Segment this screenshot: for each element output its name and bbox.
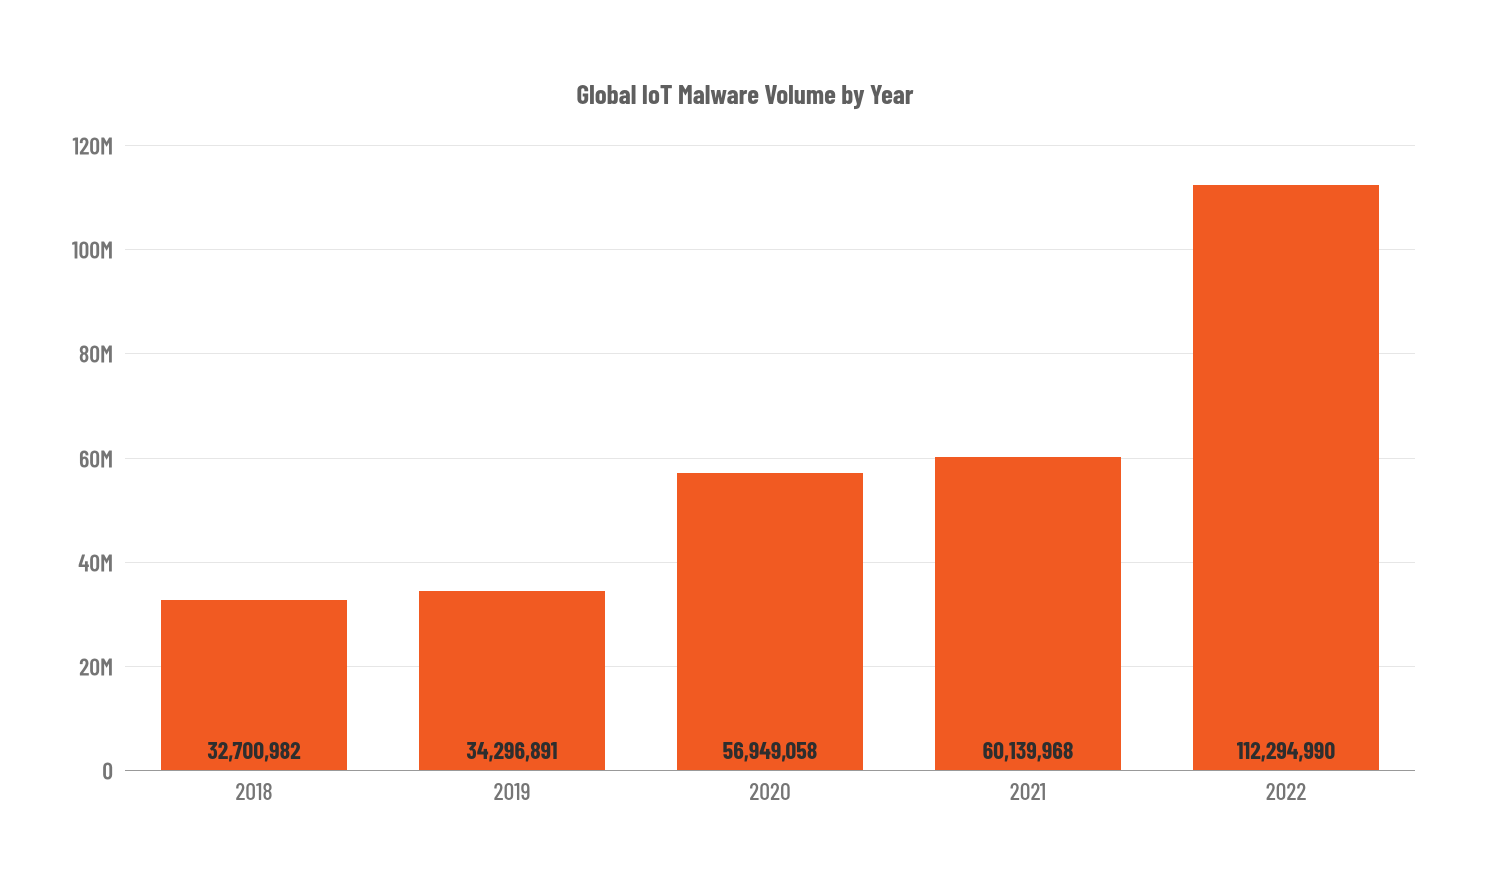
chart-title: Global IoT Malware Volume by Year [576,78,913,110]
y-tick-label: 80M [79,339,113,368]
x-tick-label: 2019 [493,776,530,805]
bar: 112,294,990 [1193,185,1379,770]
y-tick-label: 40M [78,547,113,576]
bar: 34,296,891 [419,591,605,770]
bar-value-label: 112,294,990 [1237,735,1336,764]
x-tick-label: 2022 [1266,776,1307,805]
bar: 56,949,058 [677,473,863,770]
x-tick-label: 2018 [235,776,272,805]
y-tick-label: 20M [79,651,113,680]
bar: 32,700,982 [161,600,347,770]
bar-value-label: 32,700,982 [207,735,300,764]
y-tick-label: 120M [72,131,113,160]
y-tick-label: 0 [102,756,113,785]
bar-value-label: 34,296,891 [466,735,557,764]
y-tick-label: 60M [79,443,113,472]
x-axis-line [125,770,1415,771]
bar-value-label: 60,139,968 [983,735,1074,764]
plot-area: 020M40M60M80M100M120M 32,700,98234,296,8… [125,145,1415,770]
x-tick-label: 2021 [1010,776,1046,805]
bar: 60,139,968 [935,457,1121,770]
x-tick-label: 2020 [749,776,790,805]
y-tick-label: 100M [72,235,113,264]
bar-value-label: 56,949,058 [723,735,818,764]
bars-layer: 32,700,982 34,296,891 56,949,058 60,139,968… [125,145,1415,770]
chart-container: Global IoT Malware Volume by Year 020M40… [0,0,1490,878]
